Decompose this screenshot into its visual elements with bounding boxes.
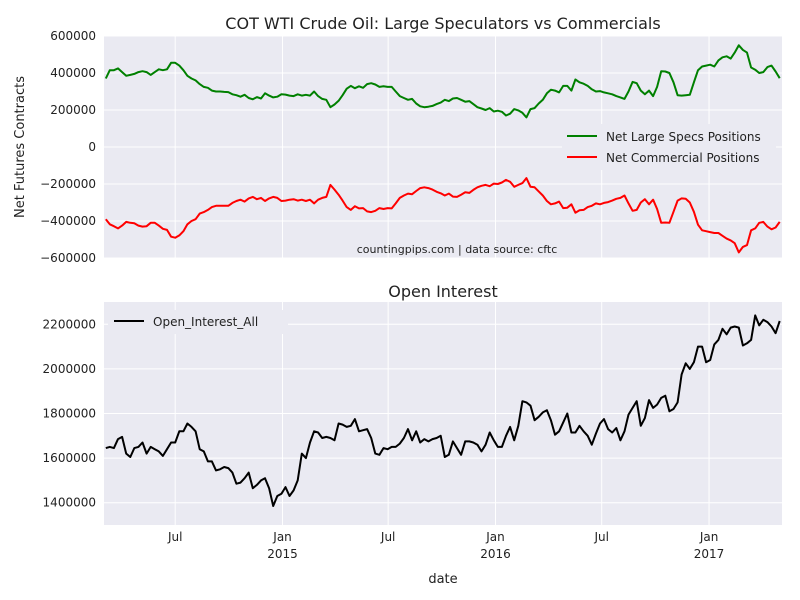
x-tick-year-label: 2016 [480,547,511,561]
open-interest-y-ticks: 2200000 2000000 1800000 1600000 1400000 [43,317,96,509]
x-tick-label: Jul [593,530,608,544]
date-x-ticks: Jul Jan 2015 Jul Jan 2016 Jul Jan 2017 [167,530,724,561]
legend-label-net-commercial: Net Commercial Positions [606,151,759,165]
x-tick-year-label: 2015 [267,547,298,561]
x-tick-label: Jan [485,530,505,544]
open-interest-chart-title: Open Interest [388,282,497,301]
x-tick-label: Jan [699,530,719,544]
positions-y-ticks: 600000 400000 200000 0 −200000 −400000 −600000 [40,29,96,265]
positions-y-tick-label: 0 [88,140,96,154]
open-interest-series-lines [105,314,781,507]
legend-label-open-interest: Open_Interest_All [153,315,258,329]
positions-legend: Net Large Specs Positions Net Commercial… [562,124,776,170]
x-tick-label: Jul [380,530,395,544]
x-axis-label: date [428,572,457,587]
open-interest-y-tick-label: 1800000 [43,407,96,421]
series-line-net-commercial-positions [105,177,781,254]
positions-gridlines [104,35,782,259]
open-interest-y-tick-label: 1600000 [43,451,96,465]
x-tick-label: Jul [167,530,182,544]
positions-panel: 600000 400000 200000 0 −200000 −400000 −600000… [13,14,782,265]
positions-series-lines [104,44,781,254]
legend-label-net-large-specs: Net Large Specs Positions [606,130,761,144]
positions-y-axis-label: Net Futures Contracts [13,76,28,218]
source-annotation: countingpips.com | data source: cftc [357,243,558,256]
open-interest-y-tick-label: 1400000 [43,496,96,510]
positions-chart-title: COT WTI Crude Oil: Large Speculators vs … [225,14,660,33]
positions-legend-box [562,124,776,170]
x-tick-label: Jan [272,530,292,544]
open-interest-y-tick-label: 2200000 [43,317,96,331]
series-line-open-interest-all [105,314,781,507]
open-interest-legend: Open_Interest_All [108,310,288,334]
positions-y-tick-label: −400000 [40,214,96,228]
x-tick-year-label: 2017 [694,547,725,561]
positions-y-tick-label: −200000 [40,177,96,191]
positions-y-tick-label: 400000 [50,66,96,80]
positions-y-tick-label: 200000 [50,103,96,117]
open-interest-y-tick-label: 2000000 [43,362,96,376]
positions-y-tick-label: −600000 [40,251,96,265]
positions-y-tick-label: 600000 [50,29,96,43]
series-line-net-large-specs-positions [104,44,781,119]
